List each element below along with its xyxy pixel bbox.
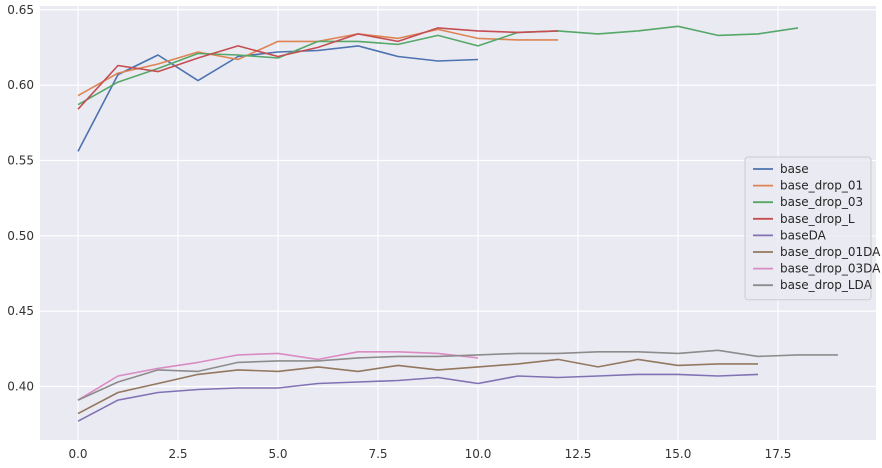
x-tick-label: 15.0 xyxy=(665,447,692,461)
y-tick-label: 0.50 xyxy=(7,229,34,243)
x-axis-ticks: 0.0 2.5 5.0 7.5 10.0 12.5 15.0 17.5 xyxy=(68,447,791,461)
x-tick-label: 17.5 xyxy=(765,447,792,461)
y-tick-label: 0.45 xyxy=(7,304,34,318)
x-tick-label: 7.5 xyxy=(368,447,387,461)
legend: base base_drop_01 base_drop_03 base_drop_Lb… xyxy=(744,156,881,301)
legend-label: base_drop_01 xyxy=(780,179,863,193)
x-tick-label: 2.5 xyxy=(168,447,187,461)
legend-label: baseDA xyxy=(780,228,827,242)
y-tick-label: 0.55 xyxy=(7,153,34,167)
legend-label: base xyxy=(780,162,809,176)
series-line-base xyxy=(77,45,479,152)
y-tick-label: 0.40 xyxy=(7,380,34,394)
grid-lines xyxy=(40,6,876,440)
y-tick-label: 0.65 xyxy=(7,3,34,17)
legend-label: base_drop_LDA xyxy=(780,278,873,292)
series-line-base_drop_03DA xyxy=(77,350,479,401)
series-line-base_drop_03 xyxy=(77,25,799,106)
series-lines xyxy=(77,25,838,422)
series-line-base_drop_L xyxy=(77,27,559,110)
y-axis-ticks: 0.40 0.45 0.50 0.55 0.60 0.65 xyxy=(7,3,34,394)
series-line-baseDA xyxy=(77,373,759,422)
series-line-base_drop_01DA xyxy=(77,358,758,415)
legend-label: base_drop_03DA xyxy=(780,262,881,276)
y-tick-label: 0.60 xyxy=(7,78,34,92)
x-tick-label: 0.0 xyxy=(68,447,87,461)
legend-label: base_drop_01DA xyxy=(780,245,881,259)
legend-label: base_drop_L xyxy=(780,212,855,226)
x-tick-label: 12.5 xyxy=(565,447,592,461)
x-tick-label: 10.0 xyxy=(465,447,492,461)
legend-label: base_drop_03 xyxy=(780,195,863,209)
legend-box xyxy=(744,156,872,301)
series-line-base_drop_LDA xyxy=(77,349,838,401)
x-tick-label: 5.0 xyxy=(268,447,287,461)
